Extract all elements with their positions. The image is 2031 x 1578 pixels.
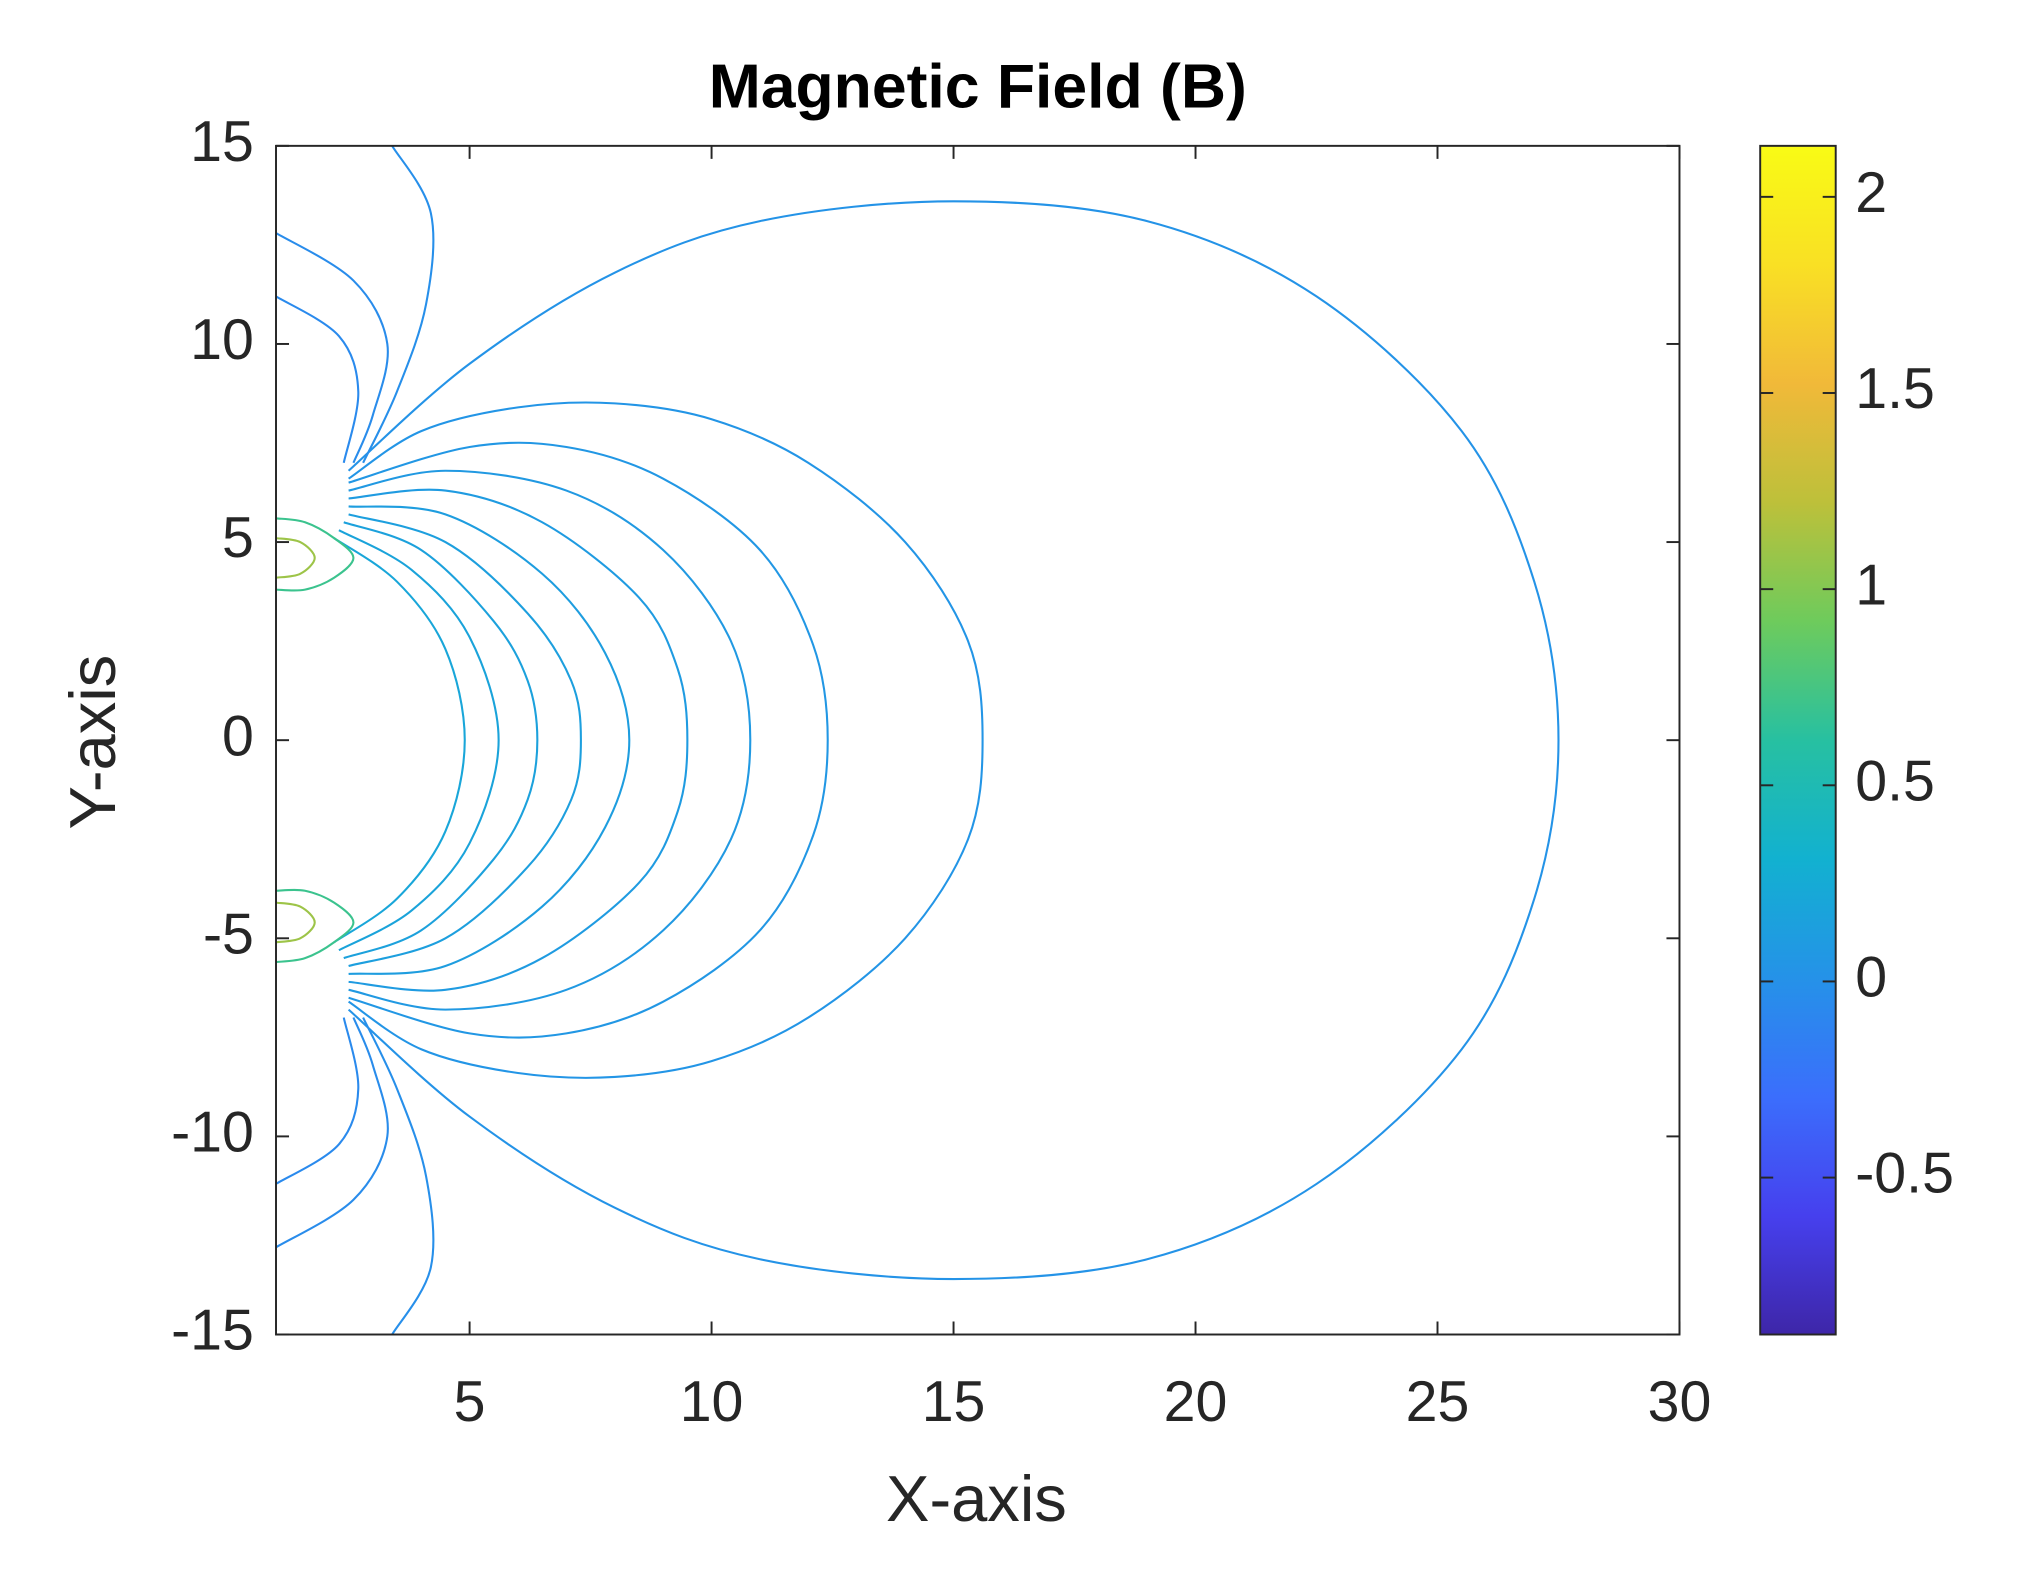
chart-title: Magnetic Field (B) xyxy=(709,52,1247,122)
contour-line xyxy=(343,521,539,960)
contour-line xyxy=(275,901,316,944)
colorbar xyxy=(1759,144,1837,1336)
contour-line xyxy=(275,1017,389,1249)
contour-line xyxy=(275,232,389,464)
contour-line xyxy=(348,513,582,968)
contour-line xyxy=(348,488,689,992)
x-tick-label: 30 xyxy=(1648,1370,1712,1434)
contour-line xyxy=(275,517,355,592)
contour-line xyxy=(275,295,360,464)
x-tick-label: 20 xyxy=(1164,1370,1228,1434)
contour-line xyxy=(275,1017,360,1185)
colorbar-tick-label: 0.5 xyxy=(1855,749,1935,813)
contour-line xyxy=(338,529,500,952)
contour-line xyxy=(275,888,355,964)
plot-area xyxy=(276,145,1680,1335)
contour-line xyxy=(347,200,1560,1281)
y-axis-label: Y-axis xyxy=(56,655,129,830)
y-tick-label: -5 xyxy=(203,902,254,966)
contour-line xyxy=(348,401,984,1079)
x-tick-label: 5 xyxy=(454,1370,486,1434)
colorbar-tick-label: 0 xyxy=(1855,946,1887,1010)
contour-lines xyxy=(275,145,1560,1336)
contour-line xyxy=(348,469,752,1011)
contour-line xyxy=(348,441,829,1039)
y-tick-label: -15 xyxy=(171,1299,254,1363)
contour-line xyxy=(348,505,631,975)
y-tick-label: -10 xyxy=(171,1101,254,1165)
y-tick-label: 0 xyxy=(222,704,254,768)
colorbar-tick-label: 1.5 xyxy=(1855,357,1935,421)
contour-line xyxy=(362,1017,435,1336)
contour-line xyxy=(275,537,316,579)
y-tick-label: 10 xyxy=(190,308,254,372)
colorbar-tick-label: 2 xyxy=(1855,161,1887,225)
colorbar-tick-label: -0.5 xyxy=(1855,1142,1954,1206)
colorbar-tick-label: 1 xyxy=(1855,553,1887,617)
contour-line xyxy=(362,145,435,464)
contour-line xyxy=(333,537,466,944)
x-tick-label: 25 xyxy=(1406,1370,1470,1434)
y-tick-label: 5 xyxy=(222,506,254,570)
x-tick-label: 15 xyxy=(922,1370,986,1434)
x-tick-label: 10 xyxy=(680,1370,744,1434)
y-tick-label: 15 xyxy=(190,110,254,174)
x-axis-label: X-axis xyxy=(886,1462,1067,1535)
